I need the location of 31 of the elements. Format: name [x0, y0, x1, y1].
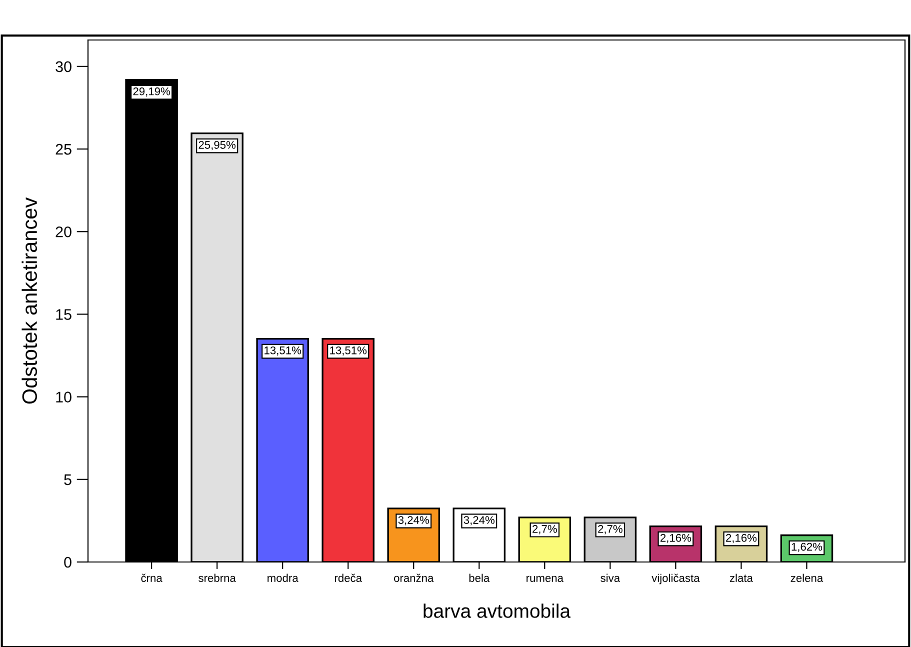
x-tick-label: srebrna — [198, 574, 236, 582]
x-tick-label: modra — [268, 574, 298, 582]
data-label: 3,24% — [398, 516, 429, 526]
y-axis-title: Odstotek anketirancev — [22, 197, 38, 404]
y-tick-label: 15 — [56, 309, 72, 320]
data-label: 2,16% — [660, 534, 692, 544]
x-tick-label: rumena — [526, 576, 564, 582]
y-tick-label: 0 — [64, 556, 72, 568]
y-tick-label: 5 — [64, 474, 72, 486]
y-tick-label: 30 — [56, 61, 72, 72]
data-label: 1,62% — [792, 542, 822, 552]
x-tick-label: rdeča — [334, 574, 362, 582]
x-tick-label: vijoličasta — [652, 574, 700, 584]
x-tick-label: bela — [469, 574, 490, 582]
x-axis-title: barva avtomobila — [424, 604, 571, 618]
y-tick-label: 20 — [56, 226, 72, 238]
y-tick-label: 25 — [56, 144, 72, 155]
y-tick-label: 10 — [56, 392, 72, 402]
data-label: 29,19% — [133, 87, 170, 97]
data-label: 3,24% — [464, 516, 494, 526]
data-label: 13,51% — [330, 346, 367, 356]
x-tick-label: zelena — [790, 574, 824, 582]
data-label: 2,7% — [532, 525, 557, 534]
data-label: 13,51% — [264, 346, 302, 356]
data-label: 25,95% — [198, 140, 236, 150]
x-tick-label: oranžna — [394, 574, 434, 582]
x-tick-label: siva — [600, 574, 620, 582]
x-tick-label: zlata — [730, 574, 753, 582]
x-tick-label: črna — [141, 574, 162, 582]
data-label: 2,16% — [726, 534, 757, 544]
data-label: 2,7% — [598, 525, 622, 534]
